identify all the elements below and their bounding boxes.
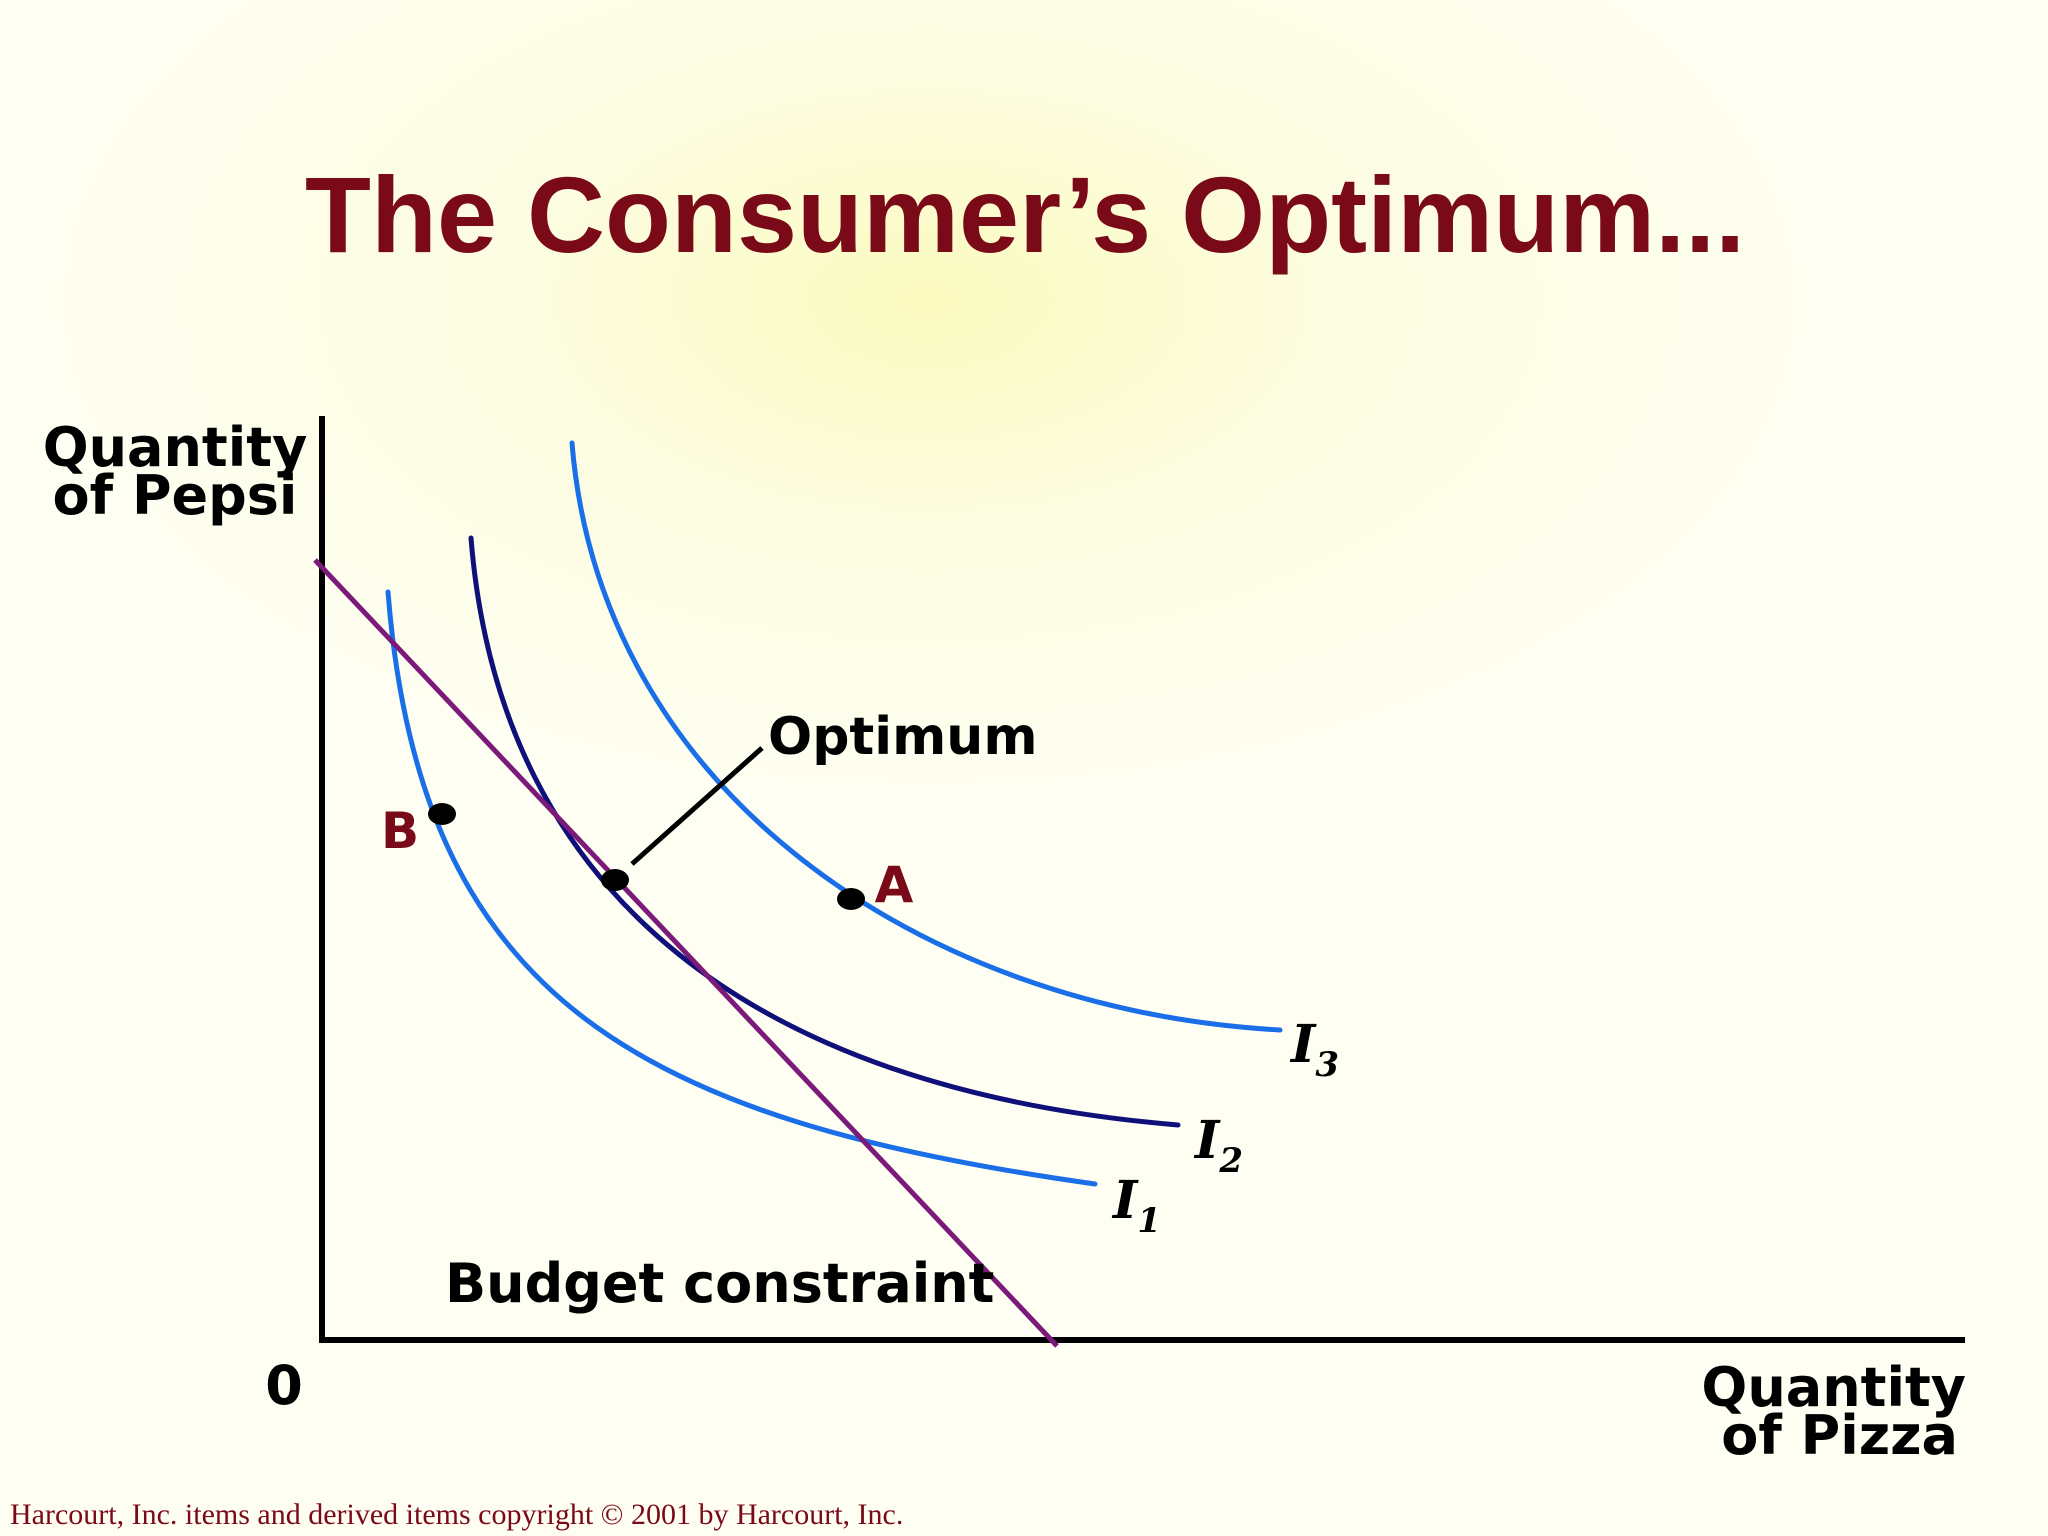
x-axis-label-line1: Quantity: [1701, 1356, 1966, 1419]
budget-constraint-line: [313, 558, 1059, 1348]
curve-label-i1: I1: [1111, 1170, 1161, 1241]
budget-constraint-label: Budget constraint: [445, 1252, 995, 1315]
optimum-dot: [601, 869, 629, 891]
point-b-label: B: [381, 802, 419, 860]
slide-title: The Consumer’s Optimum...: [305, 154, 1746, 275]
y-axis-label-line2: of Pepsi: [53, 464, 298, 527]
point-a-label: A: [875, 856, 914, 914]
point-a-dot: [837, 888, 865, 910]
copyright-footer: Harcourt, Inc. items and derived items c…: [10, 1498, 904, 1531]
optimum-pointer-line: [630, 746, 764, 866]
curve-label-i2: I2: [1193, 1110, 1243, 1181]
indifference-curve-i2: [468, 535, 1181, 1128]
indifference-curve-i3: [569, 440, 1283, 1033]
point-b-dot: [428, 803, 456, 825]
curve-label-i3: I3: [1289, 1014, 1339, 1085]
y-axis-label-line1: Quantity: [43, 416, 308, 479]
indifference-curve-i1: [385, 589, 1098, 1187]
optimum-label: Optimum: [768, 707, 1038, 767]
x-axis-label-line2: of Pizza: [1721, 1404, 1958, 1467]
origin-label: 0: [265, 1354, 303, 1417]
